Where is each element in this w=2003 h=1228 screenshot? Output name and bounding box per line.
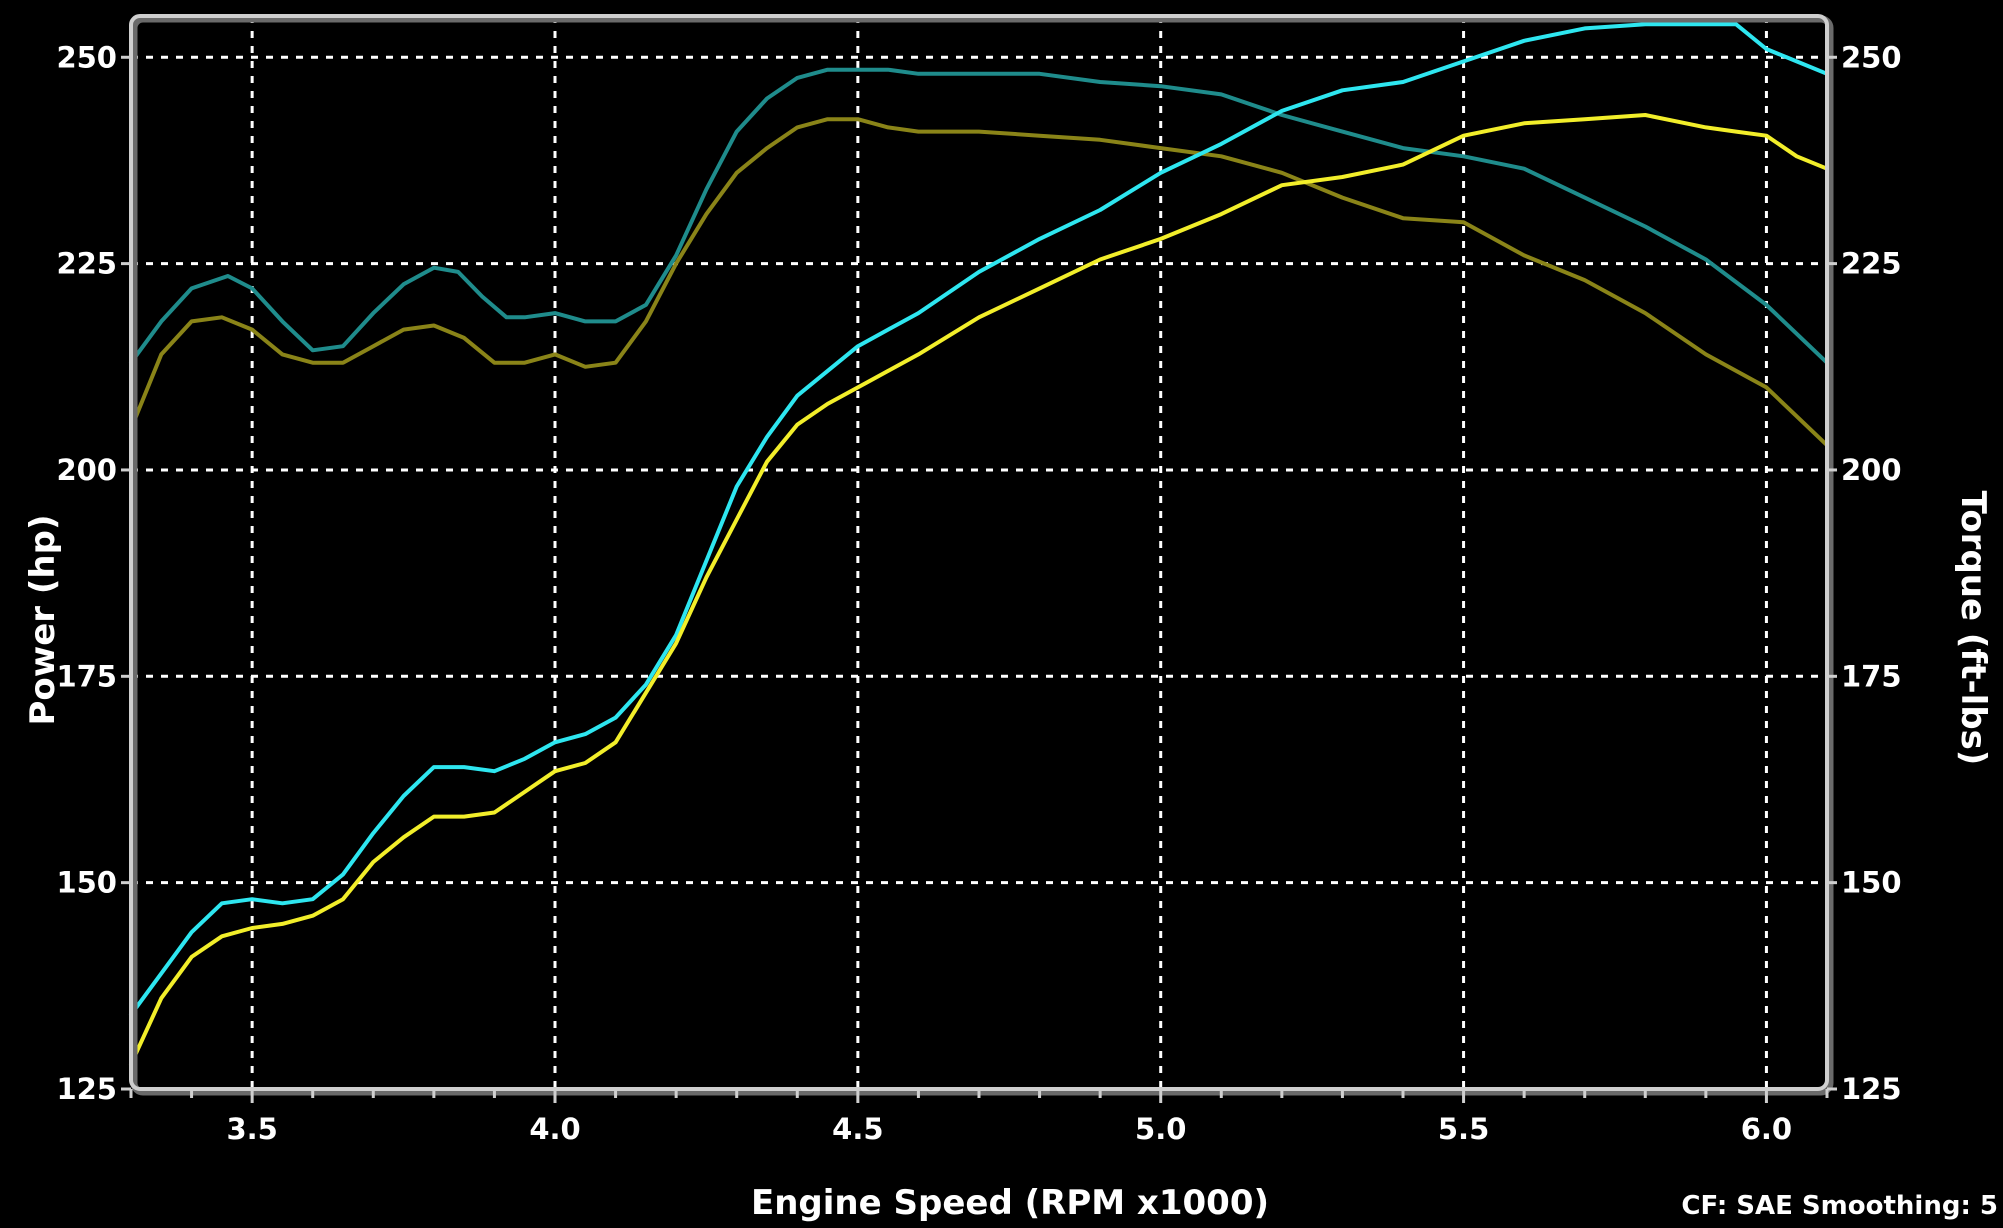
y-right-tick-label-125: 125 — [1841, 1072, 1902, 1106]
y-left-tick-label-200: 200 — [56, 453, 117, 487]
x-tick-label-6.0: 6.0 — [1741, 1112, 1792, 1146]
x-tick-label-3.5: 3.5 — [226, 1112, 277, 1146]
y-right-tick-label-150: 150 — [1841, 866, 1902, 900]
y-right-tick-label-250: 250 — [1841, 40, 1902, 74]
x-axis-title: Engine Speed (RPM x1000) — [751, 1183, 1269, 1223]
y-right-tick-label-175: 175 — [1841, 659, 1902, 693]
x-tick-label-4.0: 4.0 — [529, 1112, 580, 1146]
y-axis-left-title: Power (hp) — [23, 515, 63, 726]
x-tick-label-4.5: 4.5 — [832, 1112, 883, 1146]
y-left-tick-label-225: 225 — [56, 247, 117, 281]
series-power-run-a — [129, 22, 1829, 1017]
axis-ticks: 3.5 4.0 4.5 5.0 5.5 6.0 125 125 150 150 175 175 200 2… — [56, 40, 1901, 1146]
y-right-tick-label-200: 200 — [1841, 453, 1902, 487]
x-tick-label-5.5: 5.5 — [1438, 1112, 1489, 1146]
y-axis-right-title: Torque (ft-lbs) — [1953, 491, 1993, 766]
series-power-run-b — [129, 113, 1829, 1067]
y-left-tick-label-175: 175 — [56, 659, 117, 693]
correction-factor-smoothing-label: CF: SAE Smoothing: 5 — [1681, 1191, 1998, 1221]
plot-frame-shadow — [130, 15, 1834, 1096]
series-torque-run-b — [129, 117, 1829, 448]
y-left-tick-label-150: 150 — [56, 866, 117, 900]
y-right-tick-label-225: 225 — [1841, 247, 1902, 281]
y-left-tick-label-250: 250 — [56, 40, 117, 74]
series-torque-run-a — [129, 67, 1829, 365]
y-left-tick-label-125: 125 — [56, 1072, 117, 1106]
x-tick-label-5.0: 5.0 — [1135, 1112, 1186, 1146]
plot-series — [129, 22, 1829, 1067]
